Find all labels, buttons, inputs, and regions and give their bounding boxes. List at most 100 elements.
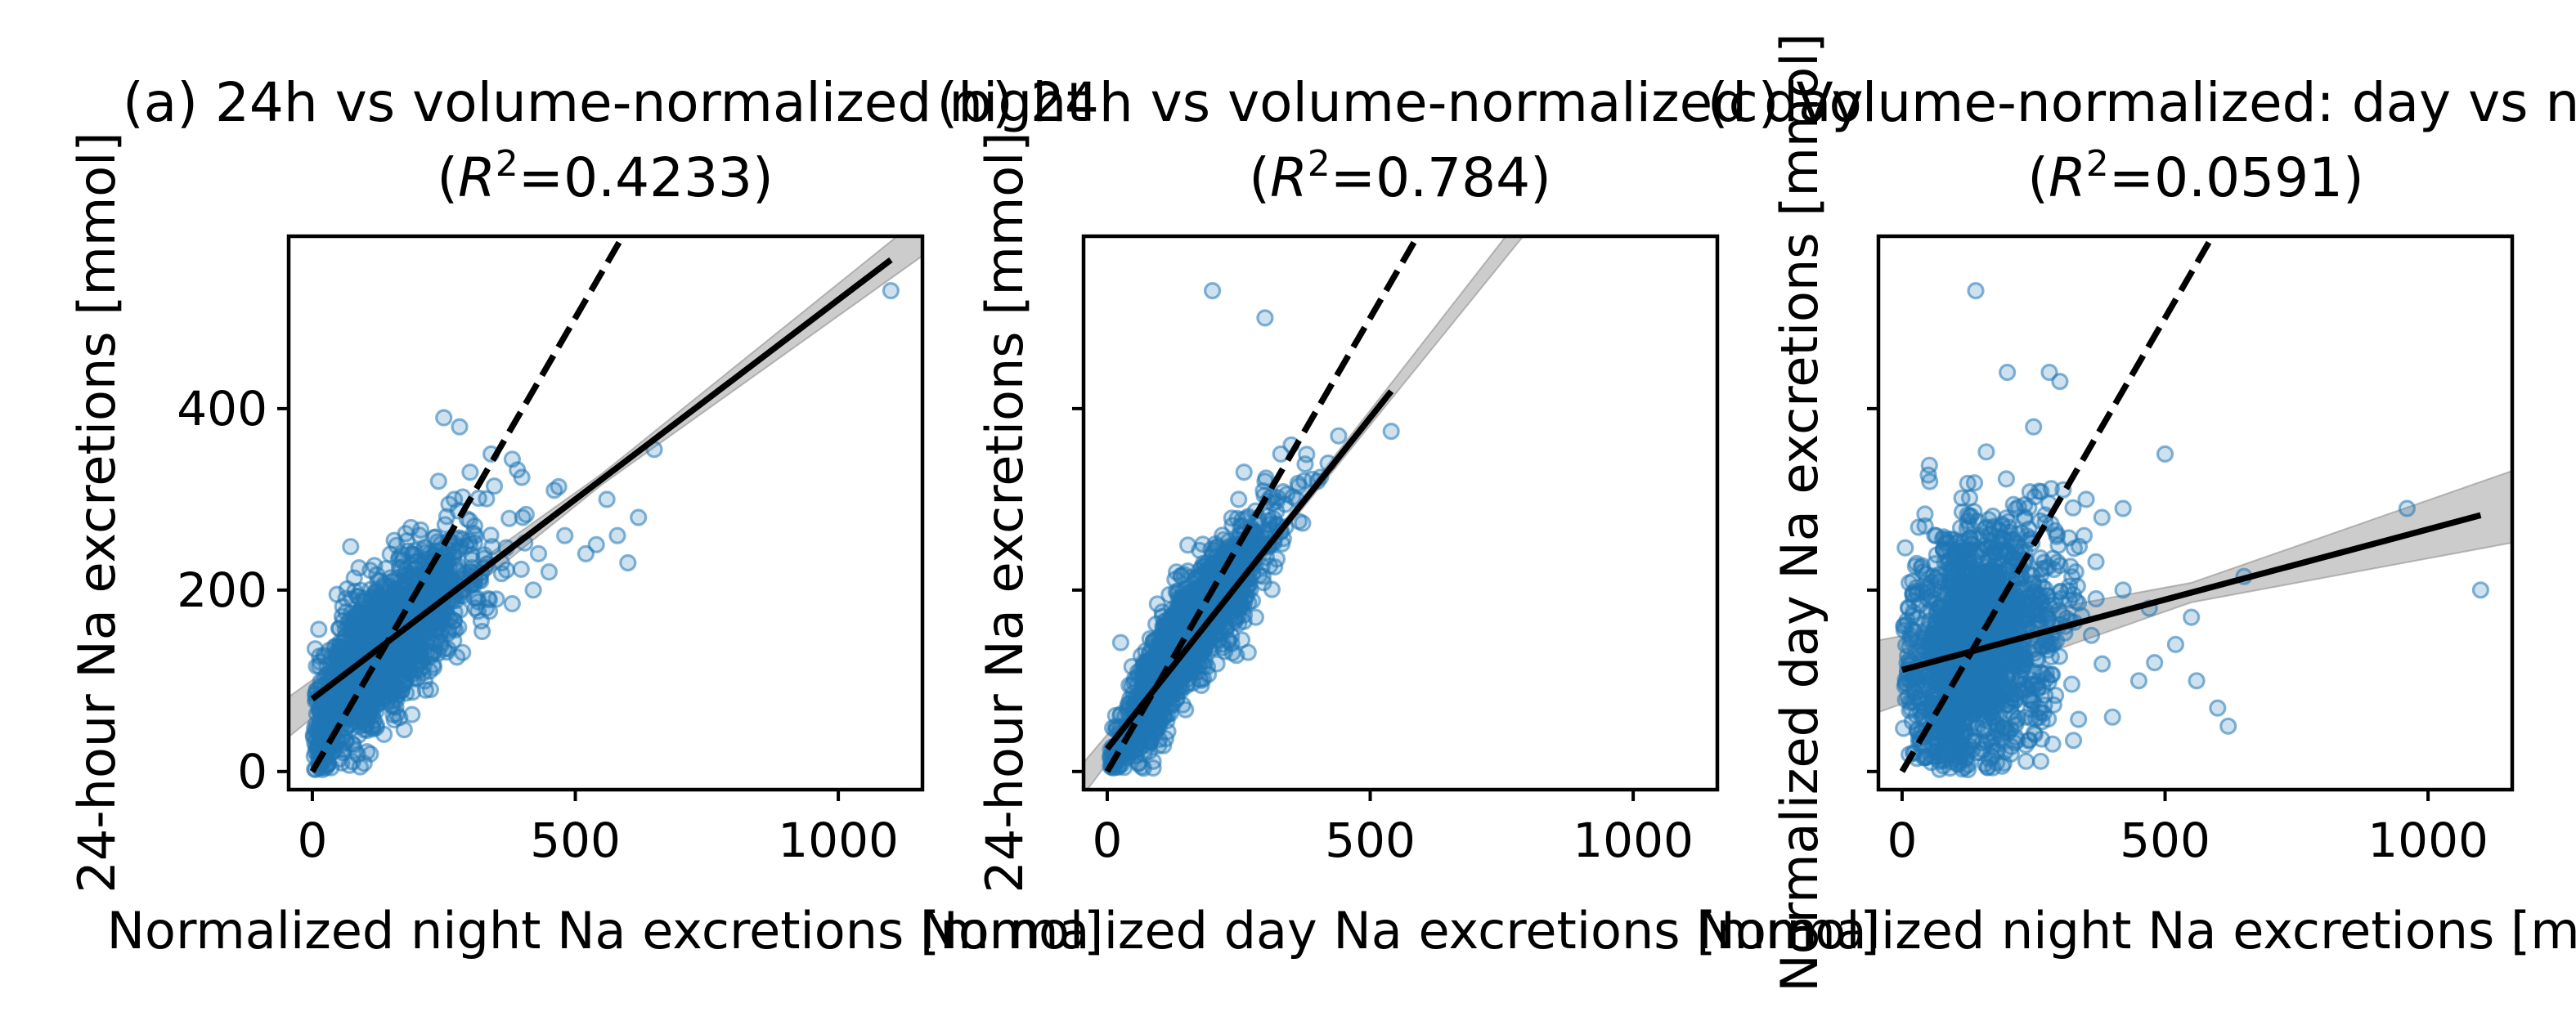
panel-a-r2-label: (R2=0.4233) [437, 143, 774, 210]
panel-a-point [433, 558, 451, 576]
panel-a-point [398, 531, 416, 550]
panel-a-point [482, 526, 500, 544]
panel-b-point [1156, 730, 1175, 748]
panel-b-point [1124, 674, 1143, 692]
panel-a-point [461, 463, 479, 481]
panel-c-point [2087, 589, 2105, 608]
panel-b-xtick-label: 1000 [1573, 813, 1694, 868]
panel-a-point [351, 758, 369, 776]
panel-a-point [366, 590, 384, 608]
panel-a-point [598, 490, 616, 508]
panel-b-xtick-label: 0 [1092, 813, 1122, 868]
panel-c-point [1958, 519, 1976, 537]
panel-c-point [2029, 672, 2047, 690]
panel-b-point [1235, 606, 1254, 624]
panel-a-point [357, 610, 375, 629]
panel-c-point [1977, 443, 1995, 461]
panel-a-point [524, 581, 542, 599]
panel-b-lines-layer [1104, 236, 1421, 773]
panel-c-point [2038, 587, 2056, 605]
panel-a-point [529, 544, 548, 563]
panel-a-point [512, 560, 530, 579]
panel-a-point [435, 409, 453, 427]
panel-c-point [2064, 732, 2083, 750]
panel-a-point [330, 620, 348, 638]
panel-b-point [1166, 571, 1184, 589]
panel-a-lines-layer [309, 236, 893, 773]
panel-c-point [2094, 655, 2112, 673]
panel-c-point [2087, 553, 2105, 571]
panel-b-point [1227, 647, 1245, 665]
panel-a-point [545, 481, 563, 499]
panel-c-point [2035, 696, 2053, 714]
panel-b-point [1198, 560, 1216, 578]
panel-a-point [451, 418, 469, 436]
panel-b-point [1111, 634, 1130, 652]
panel-b-point [1289, 474, 1307, 492]
panel-a-point [445, 490, 464, 508]
panel-c-point [1960, 489, 1979, 507]
panel-b-r2-label: (R2=0.784) [1249, 143, 1551, 210]
panel-a-confidence-band [289, 236, 922, 738]
panel-c-point [1965, 474, 1984, 492]
panel-a-xtick-label: 0 [297, 813, 327, 868]
panel-c-point [2070, 710, 2088, 728]
panel-a-point [466, 526, 484, 544]
panel-a-point [429, 472, 447, 490]
panel-b-point [1298, 446, 1316, 464]
panel-a-point [428, 614, 447, 632]
panel-b-point [1189, 652, 1207, 671]
panel-a-ci-band-layer [289, 236, 922, 738]
panel-a-point [314, 697, 332, 716]
panel-a-point [540, 562, 559, 581]
panel-a-point [556, 526, 574, 544]
panel-a-point [309, 727, 327, 745]
panel-c-point [2044, 735, 2062, 753]
panel-c-point [2017, 752, 2035, 770]
panel-b-point [1131, 734, 1150, 752]
panel-b-point [1170, 677, 1188, 695]
panel-a-point [587, 535, 605, 553]
panel-a-point [406, 547, 424, 565]
panel-a-ytick-label: 0 [237, 744, 267, 799]
panel-b-point [1160, 585, 1178, 604]
panel-b-r2-value: 0.784 [1376, 146, 1530, 209]
panel-a-ytick-label: 200 [177, 562, 267, 618]
panel-a-ytick-label: 400 [177, 381, 267, 437]
panel-a-point [485, 477, 504, 495]
panel-b-point [1137, 656, 1155, 674]
panel-a-point [433, 571, 451, 589]
panel-b-point [1330, 427, 1348, 445]
panel-a-point [389, 668, 407, 686]
panel-a-point [487, 590, 505, 608]
panel-b-point [1153, 602, 1171, 621]
panel-c-point [1997, 470, 2015, 488]
panel-c-point [1896, 539, 1914, 557]
panel-a-point [439, 640, 457, 658]
panel-a-xtick-label: 500 [530, 813, 621, 868]
panel-a-point [398, 647, 416, 665]
panel-a-point [342, 538, 360, 556]
panel-c-point [1921, 472, 1939, 490]
panel-a-point [395, 720, 413, 739]
panel-a-xtick-label: 1000 [778, 813, 899, 868]
panel-b: 0 500 1000 (b) 24h vs volume-normalized da… [920, 71, 1879, 961]
panel-a-point [315, 646, 333, 665]
panel-a-point [882, 282, 900, 300]
panel-b-point [1203, 282, 1222, 300]
panel-a-ylabel: 24-hour Na excretions [mmol] [67, 132, 127, 893]
panel-a-point [367, 716, 385, 734]
panel-a-xlabel: Normalized night Na excretions [mmol] [107, 901, 1104, 961]
panel-c-point [2050, 647, 2068, 665]
panel-a-r2-value: 0.4233 [563, 146, 752, 209]
panel-a-point [392, 588, 410, 606]
panel-a-point [310, 620, 328, 638]
panel-c: 0 500 1000 (c) Volume-normalized: day vs n… [1698, 33, 2576, 992]
panel-a-point [577, 544, 595, 563]
panel-a-frame [286, 234, 925, 792]
panel-b-point [1123, 657, 1141, 676]
panel-b-point [1254, 567, 1272, 585]
panel-c-point [1926, 554, 1944, 573]
